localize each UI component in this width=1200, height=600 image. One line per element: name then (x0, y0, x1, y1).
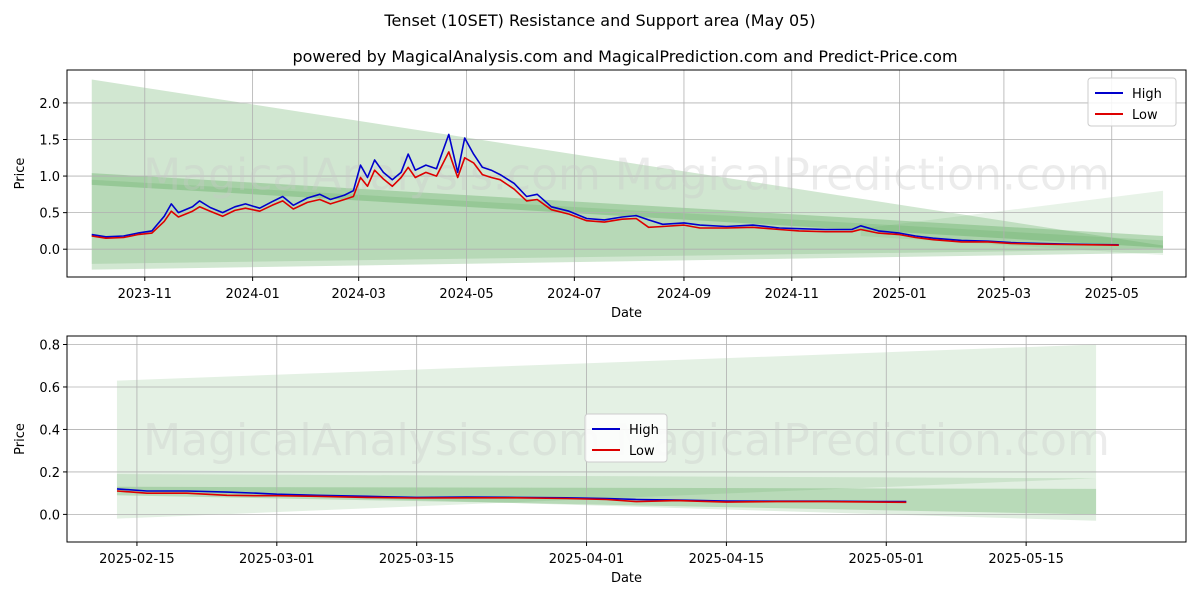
chart-subtitle: powered by MagicalAnalysis.com and Magic… (292, 47, 957, 66)
top-chart-panel: MagicalAnalysis.com MagicalPrediction.co… (13, 69, 1187, 321)
series-low-line (91, 151, 1119, 246)
y-tick-label: 1.5 (39, 133, 60, 148)
y-tick-label: 1.0 (39, 170, 60, 185)
band-area-2 (116, 486, 1097, 515)
x-tick-label: 2024-09 (657, 287, 711, 302)
legend-label-low: Low (629, 444, 655, 459)
x-tick-label: 2025-05-01 (848, 552, 924, 567)
x-tick-label: 2025-01 (872, 287, 926, 302)
x-tick-label: 2025-04-01 (549, 552, 625, 567)
x-tick-label: 2024-05 (439, 287, 493, 302)
legend-label-high: High (1132, 87, 1162, 102)
legend: High Low (1087, 77, 1177, 127)
series-low-line (116, 490, 907, 504)
chart-title: Tenset (10SET) Resistance and Support ar… (383, 11, 815, 30)
band-area-0 (91, 79, 1164, 270)
x-tick-label: 2025-05-15 (988, 552, 1064, 567)
axes-frame (66, 69, 1187, 278)
x-tick-label: 2025-04-15 (689, 552, 765, 567)
x-tick-label: 2025-05 (1085, 287, 1139, 302)
y-tick-label: 0.0 (39, 508, 60, 523)
y-tick-label: 0.6 (39, 381, 60, 396)
x-tick-label: 2025-03-01 (239, 552, 315, 567)
x-tick-label: 2025-03-15 (379, 552, 455, 567)
x-tick-label: 2023-11 (118, 287, 172, 302)
band-area-1 (91, 173, 1164, 248)
y-tick-label: 0.2 (39, 466, 60, 481)
band-area-2 (91, 179, 1164, 264)
y-axis-label: Price (13, 423, 28, 455)
y-tick-label: 2.0 (39, 97, 60, 112)
y-tick-label: 0.5 (39, 207, 60, 222)
x-tick-label: 2024-01 (225, 287, 279, 302)
bottom-chart-panel: MagicalAnalysis.com MagicalPrediction.co… (13, 335, 1187, 586)
legend-box (584, 413, 668, 463)
grid (67, 336, 1186, 542)
series-lines (116, 488, 907, 504)
x-axis-label: Date (611, 571, 642, 586)
y-tick-label: 0.4 (39, 423, 60, 438)
legend-label-high: High (629, 423, 659, 438)
x-axis-label: Date (611, 306, 642, 321)
y-axis-label: Price (13, 158, 28, 190)
x-tick-label: 2024-03 (332, 287, 386, 302)
y-tick-label: 0.8 (39, 338, 60, 353)
legend-label-low: Low (1132, 108, 1158, 123)
series-high-line (91, 133, 1119, 246)
x-tick-label: 2024-07 (547, 287, 601, 302)
band-area-1 (116, 474, 1097, 521)
x-tick-label: 2025-03 (977, 287, 1031, 302)
axes-frame (66, 335, 1187, 543)
x-tick-label: 2025-02-15 (99, 552, 175, 567)
legend: High Low (584, 413, 668, 463)
y-tick-label: 0.0 (39, 243, 60, 258)
x-tick-label: 2024-11 (765, 287, 819, 302)
series-lines (91, 133, 1119, 246)
watermark: MagicalAnalysis.com MagicalPrediction.co… (143, 150, 1110, 201)
